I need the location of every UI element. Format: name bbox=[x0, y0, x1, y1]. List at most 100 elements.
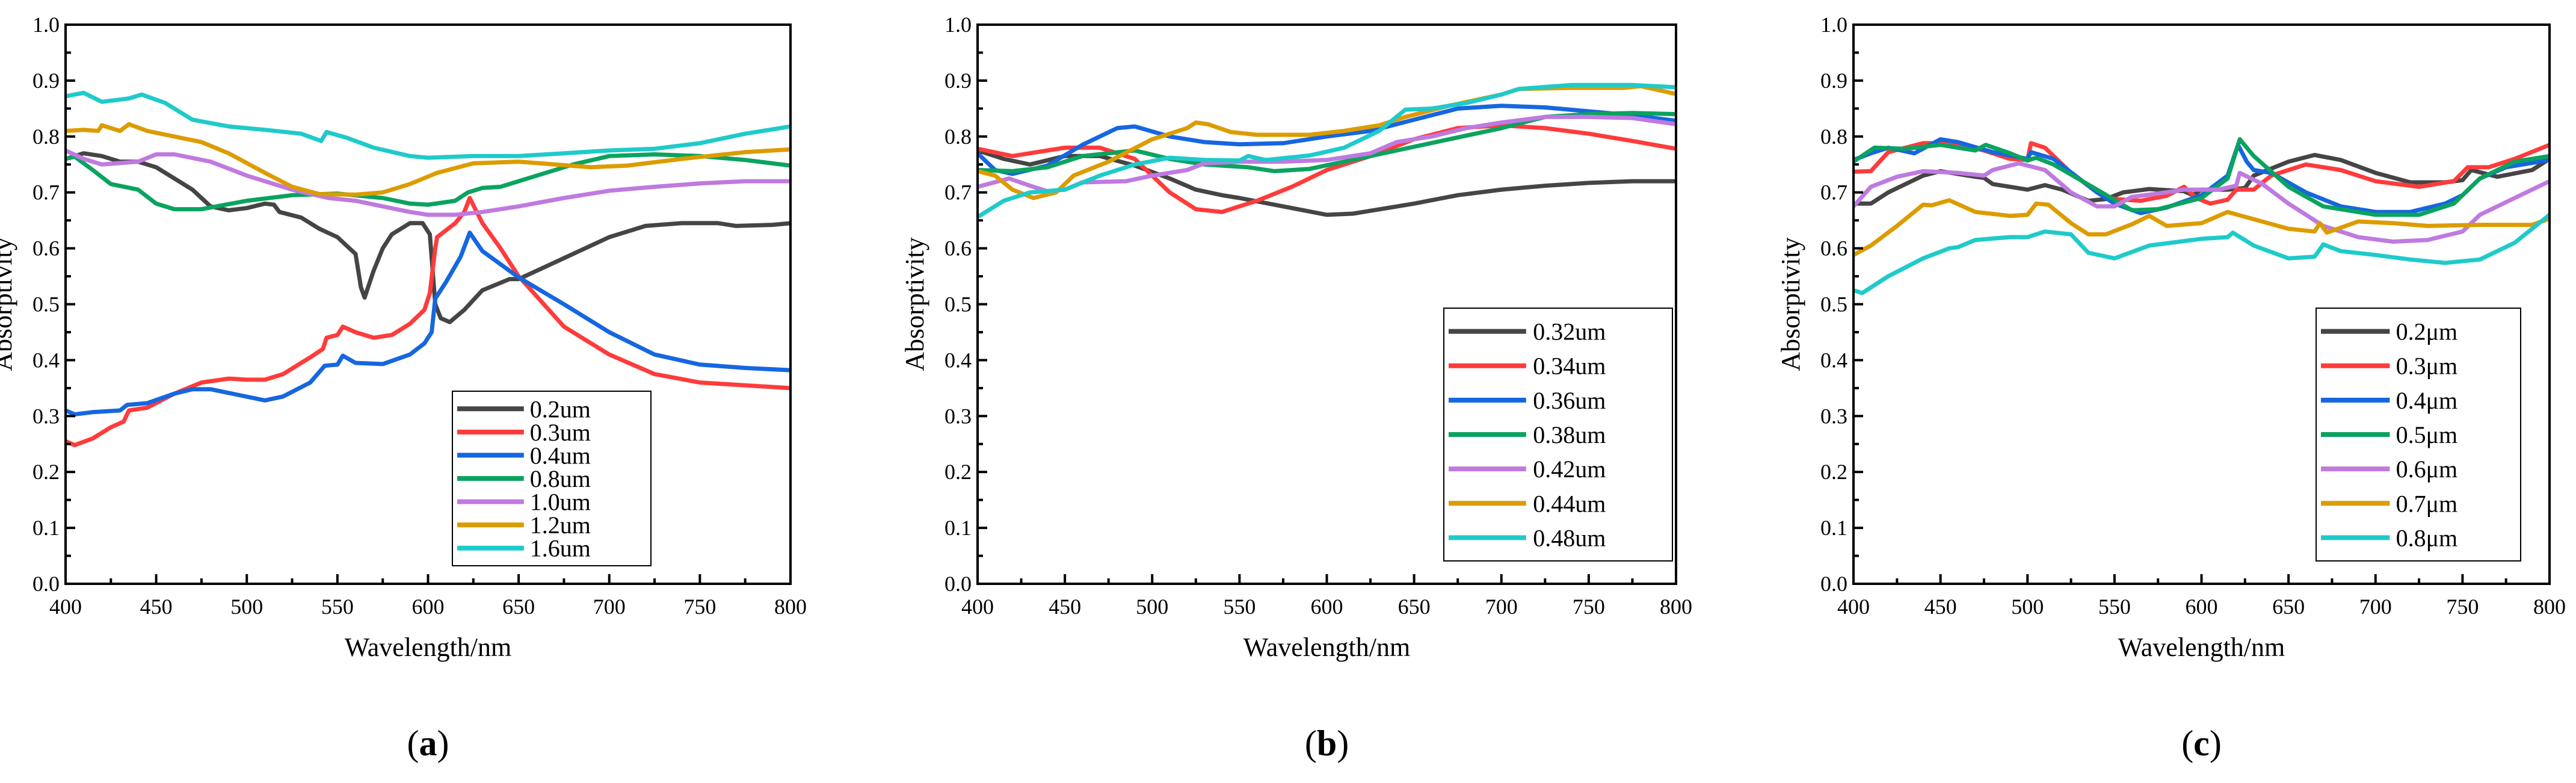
paren-open: ( bbox=[1305, 723, 1317, 763]
y-tick-label: 0.8 bbox=[944, 125, 972, 149]
paren-close: ) bbox=[2210, 723, 2222, 763]
legend-label: 0.6μm bbox=[2396, 456, 2458, 483]
legend-label: 0.44um bbox=[1533, 490, 1606, 517]
legend-label: 0.7μm bbox=[2396, 490, 2458, 517]
legend-item: 1.6um bbox=[457, 535, 591, 562]
series-line-0.48um bbox=[978, 82, 1676, 220]
series-line-0.38um bbox=[978, 111, 1676, 173]
legend-label: 0.34um bbox=[1533, 353, 1606, 380]
y-tick-label: 0.4 bbox=[32, 348, 60, 372]
x-axis-label: Wavelength/nm bbox=[1243, 633, 1411, 662]
y-tick-label: 0.2 bbox=[32, 460, 60, 484]
x-tick-label: 600 bbox=[2186, 595, 2218, 619]
legend-item: 0.5μm bbox=[2321, 421, 2457, 448]
y-tick-label: 0.3 bbox=[1820, 404, 1847, 428]
y-axis-label: Absorptivity bbox=[900, 237, 929, 371]
x-tick-label: 400 bbox=[1837, 595, 1870, 619]
legend-label: 0.4μm bbox=[2396, 387, 2458, 414]
legend-label: 0.36um bbox=[1533, 387, 1606, 414]
y-tick-label: 0.0 bbox=[32, 572, 60, 596]
legend-label: 0.4um bbox=[530, 442, 591, 469]
series-line-1.2um bbox=[66, 122, 790, 197]
panel-label: (b) bbox=[1305, 723, 1349, 763]
series-line-0.7μm bbox=[1853, 198, 2550, 258]
y-tick-label: 0.1 bbox=[32, 516, 60, 540]
y-tick-label: 0.2 bbox=[1820, 460, 1847, 484]
series-line-0.3um bbox=[66, 196, 790, 448]
y-tick-label: 0.4 bbox=[944, 348, 972, 372]
legend-label: 0.3μm bbox=[2396, 353, 2458, 380]
series-line-0.2um bbox=[66, 151, 790, 324]
series-line-0.32um bbox=[978, 148, 1676, 217]
legend-label: 0.48um bbox=[1533, 524, 1606, 551]
y-tick-label: 0.5 bbox=[1820, 292, 1847, 317]
x-tick-label: 700 bbox=[1485, 595, 1518, 619]
paren-close: ) bbox=[1337, 723, 1349, 763]
paren-open: ( bbox=[407, 723, 419, 763]
y-tick-label: 0.9 bbox=[944, 69, 972, 93]
legend-item: 0.8μm bbox=[2321, 524, 2457, 551]
legend-label: 0.5μm bbox=[2396, 421, 2458, 448]
y-axis-label: Absorptivity bbox=[0, 237, 17, 371]
x-tick-label: 600 bbox=[412, 595, 445, 619]
x-tick-label: 450 bbox=[1924, 595, 1957, 619]
x-tick-label: 650 bbox=[502, 595, 535, 619]
legend-label: 0.32um bbox=[1533, 318, 1606, 345]
y-tick-label: 1.0 bbox=[1820, 13, 1847, 37]
y-axis-label: Absorptivity bbox=[1776, 237, 1805, 371]
legend-item: 0.4um bbox=[457, 442, 591, 469]
x-tick-label: 550 bbox=[1223, 595, 1256, 619]
y-tick-label: 0.8 bbox=[1820, 125, 1847, 149]
x-tick-label: 500 bbox=[1136, 595, 1168, 619]
series-line-0.4um bbox=[66, 231, 790, 416]
legend: 0.2μm 0.3μm 0.4μm 0.5μm 0.6μm 0.7μm 0.8μm bbox=[2316, 308, 2521, 562]
paren-open: ( bbox=[2181, 723, 2193, 763]
legend-item: 0.36um bbox=[1449, 387, 1606, 414]
y-tick-label: 1.0 bbox=[32, 13, 60, 37]
x-tick-label: 400 bbox=[49, 595, 82, 619]
y-tick-label: 1.0 bbox=[944, 13, 972, 37]
series-group bbox=[1853, 137, 2550, 296]
panel-letter: c bbox=[2193, 723, 2210, 763]
x-tick-label: 400 bbox=[961, 595, 994, 619]
legend-label: 1.6um bbox=[530, 535, 591, 562]
x-tick-label: 550 bbox=[321, 595, 354, 619]
panel-label: (c) bbox=[2181, 723, 2222, 763]
series-line-1.6um bbox=[66, 90, 790, 160]
series-line-0.8μm bbox=[1853, 212, 2550, 296]
legend-item: 0.2μm bbox=[2321, 318, 2457, 345]
legend-item: 0.3μm bbox=[2321, 353, 2457, 380]
y-tick-label: 0.7 bbox=[32, 181, 60, 205]
paren-close: ) bbox=[437, 723, 449, 763]
series-group bbox=[978, 82, 1676, 220]
legend-item: 0.32um bbox=[1449, 318, 1606, 345]
series-line-0.36um bbox=[978, 104, 1676, 176]
legend-item: 0.4μm bbox=[2321, 387, 2457, 414]
y-tick-label: 0.1 bbox=[944, 516, 972, 540]
legend-label: 0.3um bbox=[530, 419, 591, 446]
x-tick-label: 700 bbox=[2359, 595, 2392, 619]
legend-item: 0.48um bbox=[1449, 524, 1606, 551]
y-tick-label: 0.0 bbox=[1820, 572, 1847, 596]
y-tick-label: 0.4 bbox=[1820, 348, 1847, 372]
y-tick-label: 0.6 bbox=[32, 237, 60, 261]
legend-label: 1.2um bbox=[530, 512, 591, 539]
y-tick-label: 0.8 bbox=[32, 125, 60, 149]
legend-item: 0.3um bbox=[457, 419, 591, 446]
x-axis-label: Wavelength/nm bbox=[2118, 633, 2285, 662]
legend-label: 0.8μm bbox=[2396, 524, 2458, 551]
legend-item: 0.38um bbox=[1449, 421, 1606, 448]
legend-item: 1.2um bbox=[457, 512, 591, 539]
legend-label: 0.38um bbox=[1533, 421, 1606, 448]
legend-label: 0.8um bbox=[530, 465, 591, 492]
series-line-0.4μm bbox=[1853, 137, 2550, 215]
x-tick-label: 700 bbox=[593, 595, 626, 619]
series-line-0.34um bbox=[978, 123, 1676, 214]
legend-item: 0.44um bbox=[1449, 490, 1606, 517]
x-axis-label: Wavelength/nm bbox=[345, 633, 512, 662]
x-tick-label: 650 bbox=[1398, 595, 1431, 619]
legend-item: 1.0um bbox=[457, 489, 591, 516]
legend-item: 0.8um bbox=[457, 465, 591, 492]
